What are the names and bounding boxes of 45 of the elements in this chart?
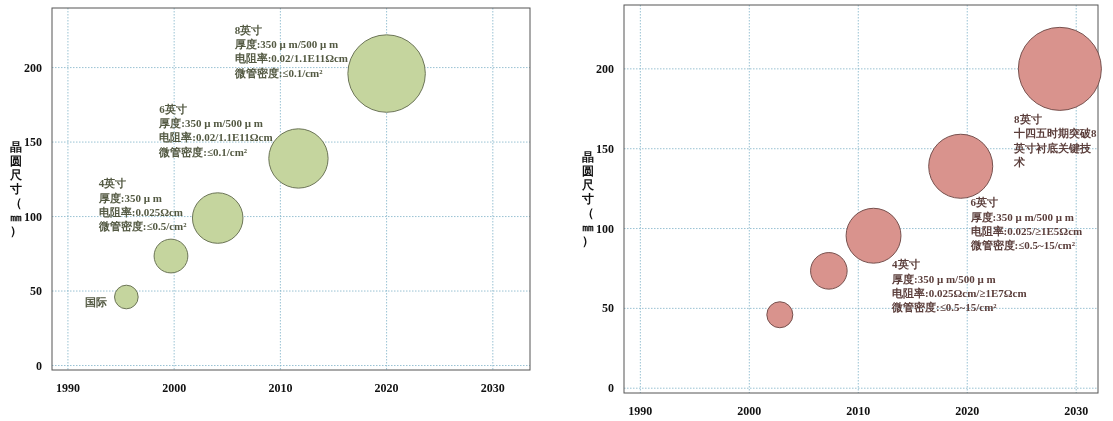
annotation: 电阻率:0.025Ωcm — [98, 205, 184, 218]
y-axis-title: 晶圆尺寸（㎜） — [9, 140, 23, 238]
annotation: 8英寸 — [1014, 113, 1042, 126]
annotation: 4英寸 — [892, 258, 920, 271]
y-tick-label: 0 — [608, 381, 614, 396]
annotation: 厚度:350 μ m/500 μ m — [969, 210, 1075, 223]
y-tick-label: 50 — [602, 301, 614, 316]
annotation: 微管密度:≤0.1/cm² — [158, 145, 248, 158]
annotation: 厚度:350 μ m/500 μ m — [158, 117, 263, 130]
annotation: 微管密度:≤0.5~15/cm² — [891, 301, 998, 314]
annotation: 微管密度:≤0.5~15/cm² — [969, 239, 1076, 252]
x-tick-label: 1990 — [55, 381, 80, 395]
y-tick-label: 100 — [24, 209, 42, 224]
annotation: 微管密度:≤0.1/cm² — [233, 66, 324, 79]
annotation: 厚度:350 μ m/500 μ m — [891, 272, 996, 285]
y-axis-title: 晶圆尺寸（㎜） — [581, 150, 595, 248]
y-tick-label: 200 — [24, 60, 42, 75]
x-tick-label: 2000 — [737, 404, 762, 418]
annotation: 6英寸 — [970, 196, 999, 209]
y-tick-label: 200 — [596, 61, 614, 76]
annotation: 国际 — [84, 296, 107, 309]
annotation: 微管密度:≤0.5/cm² — [97, 220, 188, 233]
x-tick-label: 2010 — [846, 404, 871, 418]
x-tick-label: 2020 — [374, 381, 399, 395]
annotation: 电阻率:0.025/≥1E5Ωcm — [970, 224, 1083, 237]
annotation: 十四五时期突破8英寸衬底关键技术 — [1013, 127, 1098, 169]
x-tick-label: 2030 — [480, 381, 505, 395]
y-tick-label: 150 — [24, 135, 42, 150]
y-tick-label: 100 — [596, 221, 614, 236]
y-tick-label: 150 — [596, 141, 614, 156]
annotation: 电阻率:0.02/1.1E11Ωcm — [159, 131, 273, 144]
annotation: 厚度:350 μ m — [97, 191, 162, 204]
annotation: 8英寸 — [234, 23, 263, 36]
x-tick-label: 1990 — [628, 404, 653, 418]
annotation: 6英寸 — [159, 102, 187, 115]
x-tick-label: 2010 — [268, 381, 293, 395]
annotation: 电阻率:0.02/1.1E11Ωcm — [234, 52, 349, 65]
annotation: 电阻率:0.025Ωcm/≥1E7Ωcm — [892, 287, 1027, 300]
x-tick-label: 2000 — [162, 381, 187, 395]
y-tick-label: 50 — [30, 284, 42, 299]
annotation: 4英寸 — [98, 177, 127, 190]
x-tick-label: 2030 — [1064, 404, 1089, 418]
annotation: 厚度:350 μ m/500 μ m — [233, 38, 339, 51]
x-tick-label: 2020 — [955, 404, 980, 418]
y-tick-label: 0 — [36, 358, 42, 373]
